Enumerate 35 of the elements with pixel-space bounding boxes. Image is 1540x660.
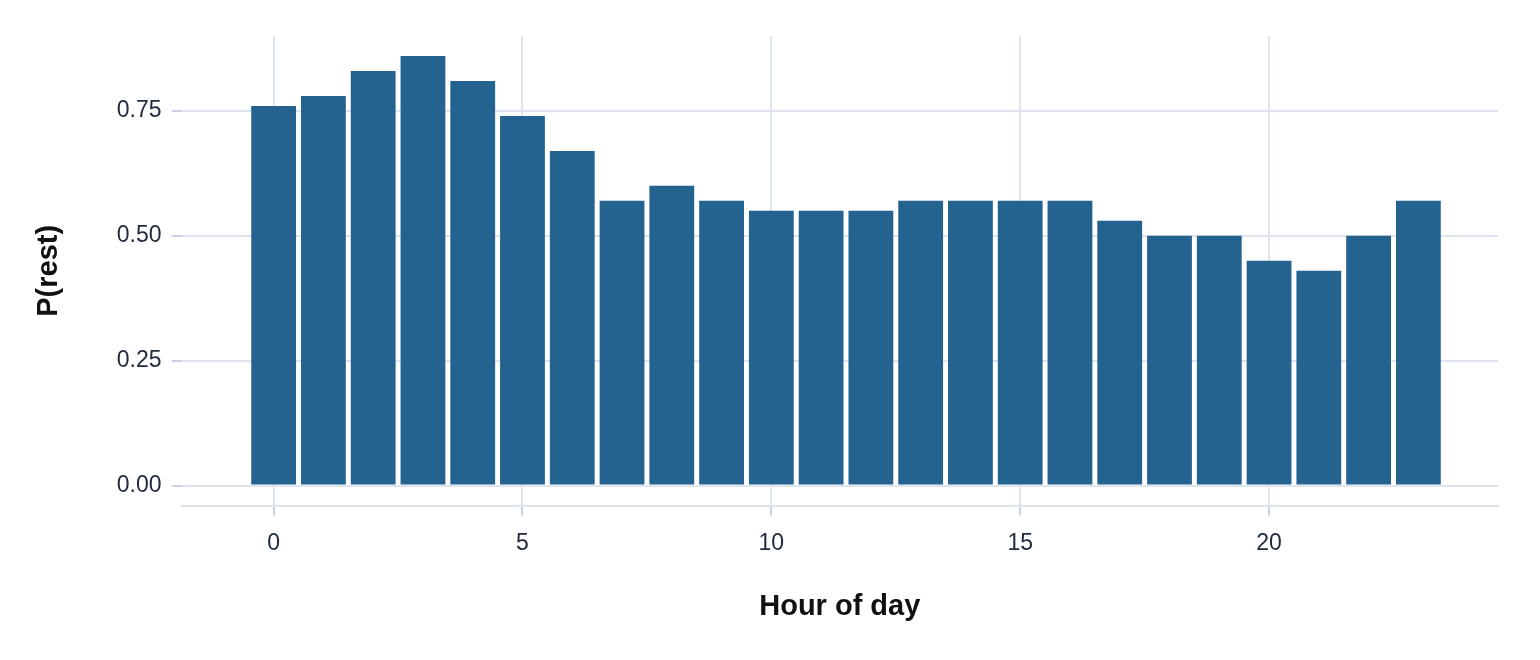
y-tick-label: 0.75: [116, 96, 162, 123]
bar: [500, 115, 545, 485]
bar: [649, 185, 695, 485]
x-tick-label: 10: [758, 528, 785, 555]
bar: [1147, 235, 1192, 485]
bar: [898, 200, 944, 485]
bar: [599, 200, 645, 485]
x-tick-label: 5: [516, 528, 529, 555]
y-tick-label: 0.25: [116, 346, 162, 373]
bar: [1395, 200, 1441, 485]
bar: [1097, 220, 1143, 485]
bar: [1196, 235, 1242, 485]
x-tick-label: 0: [267, 528, 281, 555]
bar: [1246, 260, 1292, 485]
y-axis-title: P(rest): [31, 224, 64, 317]
bar: [798, 210, 844, 485]
bar: [549, 150, 595, 485]
x-tick-label: 15: [1007, 528, 1033, 555]
x-tick-label: 20: [1256, 528, 1282, 555]
bar: [400, 55, 446, 485]
y-tick-label: 0.50: [116, 221, 162, 248]
bar: [748, 210, 794, 485]
bar: [251, 105, 297, 485]
bar: [1296, 270, 1342, 485]
bar: [997, 200, 1043, 485]
bar: [450, 80, 496, 485]
bar: [699, 200, 744, 485]
bar: [1346, 235, 1391, 485]
bar: [301, 95, 346, 485]
bar: [350, 70, 396, 485]
bar: [1047, 200, 1093, 485]
y-tick-label: 0.00: [116, 470, 162, 497]
x-axis-title: Hour of day: [759, 588, 921, 621]
bar: [948, 200, 993, 485]
bar: [848, 210, 894, 485]
